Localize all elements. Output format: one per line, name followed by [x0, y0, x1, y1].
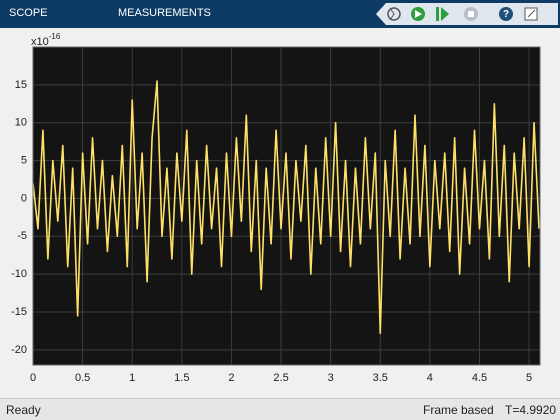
x-tick-label: 5	[526, 372, 532, 384]
stop-button[interactable]	[464, 7, 478, 21]
status-text: Ready	[6, 403, 41, 417]
x-tick-label: 1.5	[174, 372, 189, 384]
plot-area	[33, 47, 540, 365]
x-tick-label: 3	[328, 372, 334, 384]
y-tick-label: 15	[15, 79, 27, 91]
run-button[interactable]	[411, 7, 425, 21]
x-tick-label: 1	[129, 372, 135, 384]
x-tick-label: 4.5	[472, 372, 487, 384]
toolbar: SCOPE MEASUREMENTS ?	[0, 0, 560, 28]
y-exponent-label: x10-16	[31, 32, 61, 48]
y-exponent-base: x10	[31, 36, 49, 48]
tab[interactable]: MEASUREMENTS	[118, 7, 211, 19]
x-tick-label: 0	[30, 372, 36, 384]
plot-border	[32, 46, 541, 366]
y-tick-label: -10	[11, 268, 27, 280]
x-tick-label: 2.5	[273, 372, 288, 384]
status-time: T=4.9920	[505, 403, 557, 417]
x-tick-label: 4	[427, 372, 433, 384]
chart: -20 -15 -10 -5 0 5 10 15 0 0.5 1 1.5 2 2.5 3 3.5 4 4.5 5 x1…	[11, 32, 541, 384]
status-bar: Ready Frame based T=4.9920	[0, 398, 560, 420]
signal-line	[33, 80, 540, 334]
y-tick-label: 0	[21, 192, 27, 204]
y-tick-label: 5	[21, 154, 27, 166]
x-tick-label: 3.5	[373, 372, 388, 384]
help-button[interactable]: ?	[499, 7, 513, 21]
y-exponent: -16	[49, 32, 61, 41]
step-back-button[interactable]	[387, 7, 401, 21]
undock-button[interactable]	[524, 7, 538, 21]
y-tick-label: 10	[15, 117, 27, 129]
tab[interactable]: SCOPE	[9, 7, 48, 19]
status-mode: Frame based	[423, 403, 494, 417]
svg-text:?: ?	[503, 9, 509, 20]
toolbar-icons: ?	[376, 3, 558, 25]
x-tick-label: 0.5	[75, 372, 90, 384]
y-tick-label: -15	[11, 306, 27, 318]
step-forward-button[interactable]	[436, 7, 449, 21]
x-tick-label: 2	[228, 372, 234, 384]
y-tick-label: -5	[17, 230, 27, 242]
y-tick-label: -20	[11, 344, 27, 356]
